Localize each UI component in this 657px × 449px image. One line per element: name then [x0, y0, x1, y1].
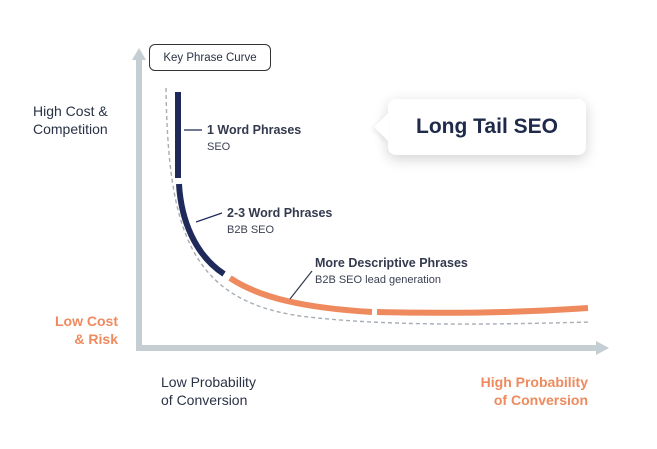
- curve-segment-long-tail: [376, 305, 589, 316]
- pointer-descriptive: [289, 270, 313, 300]
- key-phrase-curve-tag: Key Phrase Curve: [149, 44, 271, 71]
- x-axis-right-label: High Probability of Conversion: [460, 373, 588, 409]
- title-card: Long Tail SEO: [388, 99, 586, 155]
- curve-segment-2-3-word: [176, 183, 226, 277]
- y-axis-bottom-label: Low Cost & Risk: [36, 312, 118, 348]
- phrase-subtitle-1-word: SEO: [207, 141, 231, 153]
- y-axis-arrow: [132, 48, 146, 60]
- pointer-2-3-word: [195, 212, 223, 223]
- phrase-title-2-3-word: 2-3 Word Phrases: [227, 206, 333, 220]
- dashed-reference-curve: [165, 87, 591, 325]
- phrase-group-2-3-word: 2-3 Word Phrases B2B SEO: [227, 206, 332, 236]
- phrase-subtitle-descriptive: B2B SEO lead generation: [315, 274, 441, 286]
- phrase-title-descriptive: More Descriptive Phrases: [315, 256, 468, 270]
- phrase-subtitle-2-3-word: B2B SEO: [227, 224, 275, 236]
- x-axis-left-label-line1: Low Probability: [161, 374, 256, 390]
- y-axis-top-label-line1: High Cost &: [33, 103, 108, 119]
- x-axis-arrow: [596, 341, 609, 355]
- curve-segment-descriptive: [228, 275, 373, 315]
- x-axis-left-label: Low Probability of Conversion: [161, 373, 256, 409]
- x-axis-right-label-line2: of Conversion: [493, 392, 588, 408]
- page-title: Long Tail SEO: [416, 115, 558, 138]
- y-axis-bottom-label-line2: & Risk: [74, 331, 118, 347]
- phrase-group-descriptive: More Descriptive Phrases B2B SEO lead ge…: [315, 256, 468, 286]
- y-axis-top-label-line2: Competition: [33, 121, 108, 137]
- x-axis-left-label-line2: of Conversion: [161, 392, 248, 408]
- y-axis-bottom-label-line1: Low Cost: [55, 313, 118, 329]
- x-axis-right-label-line1: High Probability: [480, 374, 588, 390]
- y-axis-top-label: High Cost & Competition: [33, 102, 108, 138]
- phrase-group-1-word: 1 Word Phrases SEO: [207, 123, 301, 153]
- phrase-title-1-word: 1 Word Phrases: [207, 123, 302, 137]
